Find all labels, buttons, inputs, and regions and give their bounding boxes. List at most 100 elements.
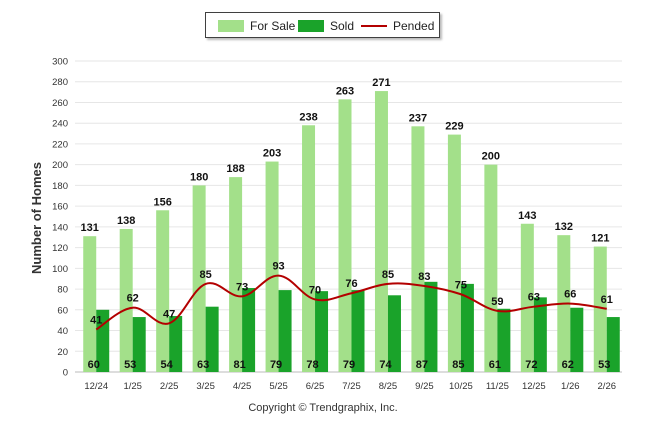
- y-tick-label: 0: [63, 368, 68, 379]
- for-sale-value-label: 203: [263, 148, 281, 160]
- pended-line-group: [95, 274, 607, 331]
- for-sale-value-label: 131: [81, 222, 99, 234]
- sold-value-label: 87: [416, 359, 428, 371]
- bar-sold[interactable]: [96, 309, 110, 372]
- bar-for-sale[interactable]: [302, 125, 316, 372]
- sold-value-label: 62: [562, 359, 574, 371]
- bar-sold[interactable]: [278, 290, 292, 372]
- bar-for-sale[interactable]: [484, 164, 498, 372]
- for-sale-value-label: 132: [555, 221, 573, 233]
- x-tick-label: 8/25: [379, 381, 398, 392]
- pended-value-label: 85: [382, 269, 394, 281]
- bar-for-sale[interactable]: [338, 99, 352, 373]
- bar-sold[interactable]: [205, 306, 219, 372]
- y-tick-label: 180: [52, 181, 68, 192]
- bar-for-sale[interactable]: [265, 161, 279, 372]
- sold-value-label: 61: [489, 359, 501, 371]
- chart-bars: [83, 91, 620, 373]
- bar-sold[interactable]: [606, 317, 620, 372]
- sold-value-label: 78: [306, 359, 318, 371]
- x-tick-label: 11/25: [486, 381, 509, 392]
- bar-for-sale[interactable]: [156, 210, 170, 372]
- y-tick-label: 80: [57, 285, 68, 296]
- bar-sold[interactable]: [242, 288, 256, 372]
- pended-value-label: 61: [601, 294, 613, 306]
- y-tick-label: 160: [52, 202, 68, 213]
- for-sale-value-label: 237: [409, 112, 427, 124]
- bar-for-sale[interactable]: [447, 134, 461, 372]
- for-sale-value-label: 263: [336, 85, 354, 97]
- bar-sold[interactable]: [315, 291, 329, 372]
- legend-label-sold: Sold: [330, 19, 355, 33]
- pended-value-label: 41: [90, 314, 102, 326]
- y-axis-ticks: 0 20 40 60 80 100 120 140 160 180 200 220 240 260 280 3…: [52, 57, 68, 379]
- y-tick-label: 260: [52, 98, 68, 109]
- bar-sold[interactable]: [351, 290, 365, 372]
- bar-sold[interactable]: [497, 308, 511, 372]
- y-tick-label: 280: [52, 77, 68, 88]
- sold-value-label: 85: [452, 359, 464, 371]
- x-tick-label: 5/25: [269, 381, 288, 392]
- x-axis-ticks: 12/24 1/25 2/25 3/25 4/25 5/25 6/25 7/25 8/25 9/2…: [84, 381, 616, 392]
- pended-value-label: 66: [564, 289, 576, 301]
- x-tick-label: 2/25: [160, 381, 179, 392]
- bar-sold[interactable]: [424, 281, 438, 372]
- x-tick-label: 10/25: [449, 381, 473, 392]
- bar-sold[interactable]: [169, 316, 183, 372]
- bar-sold[interactable]: [533, 297, 547, 372]
- y-tick-label: 300: [52, 57, 68, 68]
- pended-swatch-icon: [361, 25, 387, 27]
- x-tick-label: 1/25: [123, 381, 142, 392]
- for-sale-value-label: 188: [226, 163, 244, 175]
- y-tick-label: 100: [52, 264, 68, 275]
- x-tick-label: 3/25: [196, 381, 215, 392]
- bar-sold[interactable]: [132, 317, 146, 372]
- y-tick-label: 120: [52, 243, 68, 254]
- legend-item-sold[interactable]: Sold: [298, 18, 354, 34]
- for-sale-value-label: 180: [190, 171, 208, 183]
- bar-for-sale[interactable]: [229, 177, 243, 372]
- for-sale-value-label: 200: [482, 151, 500, 163]
- bar-for-sale[interactable]: [83, 236, 97, 372]
- sold-value-label: 72: [525, 359, 537, 371]
- x-tick-label: 7/25: [342, 381, 361, 392]
- pended-value-label: 62: [127, 293, 139, 305]
- x-tick-label: 2/26: [598, 381, 617, 392]
- x-tick-label: 6/25: [306, 381, 325, 392]
- pended-value-label: 85: [200, 269, 212, 281]
- pended-value-label: 93: [272, 261, 284, 273]
- bar-for-sale[interactable]: [520, 223, 534, 372]
- for-sale-value-label: 229: [445, 121, 463, 133]
- pended-value-label: 73: [236, 281, 248, 293]
- y-tick-label: 20: [57, 347, 68, 358]
- for-sale-value-label: 271: [372, 77, 390, 89]
- bar-sold[interactable]: [387, 295, 401, 372]
- legend-label-pended: Pended: [393, 19, 435, 33]
- pended-value-label: 70: [309, 284, 321, 296]
- y-tick-label: 60: [57, 305, 68, 316]
- legend-label-for-sale: For Sale: [250, 19, 296, 33]
- bar-sold[interactable]: [460, 283, 474, 372]
- bar-sold[interactable]: [570, 307, 584, 372]
- y-tick-label: 240: [52, 119, 68, 130]
- x-tick-label: 4/25: [233, 381, 252, 392]
- bar-for-sale[interactable]: [374, 91, 388, 373]
- sold-value-label: 79: [270, 359, 282, 371]
- for-sale-value-label: 238: [299, 111, 317, 123]
- for-sale-value-label: 143: [518, 210, 536, 222]
- x-tick-label: 12/24: [84, 381, 108, 392]
- legend-item-pended[interactable]: Pended: [361, 18, 434, 34]
- legend-item-for-sale[interactable]: For Sale: [218, 18, 295, 34]
- bar-for-sale[interactable]: [411, 126, 425, 372]
- legend: For Sale Sold Pended: [205, 12, 440, 38]
- bar-for-sale[interactable]: [119, 228, 133, 372]
- pended-line[interactable]: [95, 274, 607, 331]
- y-tick-label: 200: [52, 160, 68, 171]
- x-tick-label: 9/25: [415, 381, 434, 392]
- sold-value-label: 63: [197, 359, 209, 371]
- bar-for-sale[interactable]: [192, 185, 206, 372]
- x-tick-label: 12/25: [522, 381, 546, 392]
- pended-value-label: 63: [528, 292, 540, 304]
- bar-for-sale[interactable]: [593, 246, 607, 372]
- y-tick-label: 220: [52, 139, 68, 150]
